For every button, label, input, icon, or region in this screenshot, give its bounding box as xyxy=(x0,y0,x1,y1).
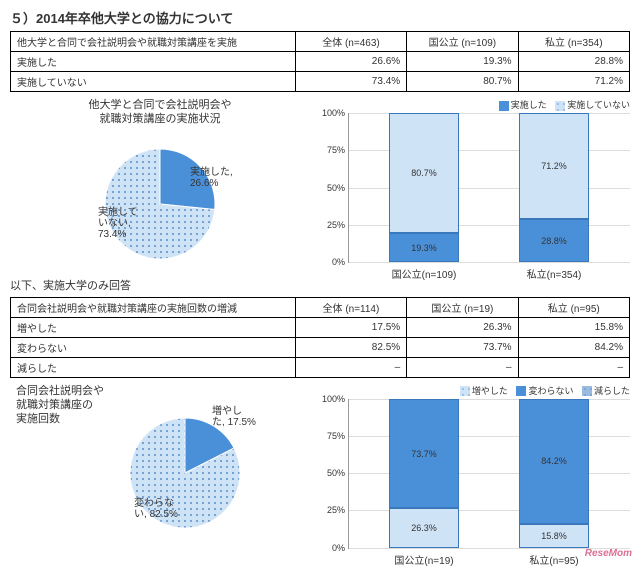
pie1-slice0-label: 実施した,26.6% xyxy=(190,167,233,189)
t2-col0: 全体 (n=114) xyxy=(295,297,406,317)
t2-r2-label: 減らした xyxy=(11,357,296,377)
bar2-leg2: 減らした xyxy=(594,386,630,396)
table-implementation: 他大学と合同で会社説明会や就職対策講座を実施 全体 (n=463) 国公立 (n… xyxy=(10,31,630,92)
t1-r1-v2: 71.2% xyxy=(518,72,629,92)
t2-r1-v1: 73.7% xyxy=(407,337,518,357)
section-title: ５）2014年卒他大学との協力について xyxy=(10,8,630,27)
table-frequency: 合同会社説明会や就職対策講座の実施回数の増減 全体 (n=114) 国公立 (n… xyxy=(10,297,630,378)
t1-col0: 全体 (n=463) xyxy=(295,32,406,52)
bar1-leg0: 実施した xyxy=(511,100,547,110)
bar1-legend: 実施した 実施していない xyxy=(318,98,630,111)
t2-r0-v1: 26.3% xyxy=(407,317,518,337)
t2-col2: 私立 (n=95) xyxy=(518,297,629,317)
bar1-chart: 0%25%50%75%100%19.3%80.7%国公立(n=109)28.8%… xyxy=(348,113,630,263)
pie2-slice0-label: 増やした, 17.5% xyxy=(212,406,256,428)
t2-r0-v0: 17.5% xyxy=(295,317,406,337)
pie1-slice1-label: 実施していない,73.4% xyxy=(98,207,138,240)
t2-r2-v1: – xyxy=(407,357,518,377)
bar2-leg0: 増やした xyxy=(472,386,508,396)
bar1-leg1: 実施していない xyxy=(567,100,630,110)
pie2-t-l3: 実施回数 xyxy=(16,413,60,425)
pie2-chart: 増やした, 17.5% 変わらない, 82.5% xyxy=(110,398,270,538)
pie2-t-l1: 合同会社説明会や xyxy=(16,385,104,397)
t1-r0-v1: 19.3% xyxy=(407,52,518,72)
pie1-title-l1: 他大学と合同で会社説明会や xyxy=(89,99,232,111)
t2-header: 合同会社説明会や就職対策講座の実施回数の増減 xyxy=(11,297,296,317)
t1-col2: 私立 (n=354) xyxy=(518,32,629,52)
pie1-chart: 実施した,26.6% 実施していない,73.4% xyxy=(80,129,240,269)
t1-r0-label: 実施した xyxy=(11,52,296,72)
bar2-leg1: 変わらない xyxy=(528,386,573,396)
watermark: ReseMom xyxy=(585,548,632,559)
t2-r1-v2: 84.2% xyxy=(518,337,629,357)
bar2-legend: 増やした 変わらない 減らした xyxy=(318,384,630,397)
t1-r0-v2: 28.8% xyxy=(518,52,629,72)
pie1-title-l2: 就職対策講座の実施状況 xyxy=(100,113,221,125)
pie2-t-l2: 就職対策講座の xyxy=(16,399,93,411)
t1-header: 他大学と合同で会社説明会や就職対策講座を実施 xyxy=(11,32,296,52)
pie2-slice1-label: 変わらない, 82.5% xyxy=(134,498,178,520)
bar2-chart: 0%25%50%75%100%26.3%73.7%国公立(n=19)15.8%8… xyxy=(348,399,630,549)
t2-r2-v0: – xyxy=(295,357,406,377)
t1-r1-label: 実施していない xyxy=(11,72,296,92)
t2-r0-v2: 15.8% xyxy=(518,317,629,337)
t1-r0-v0: 26.6% xyxy=(295,52,406,72)
t1-col1: 国公立 (n=109) xyxy=(407,32,518,52)
t2-col1: 国公立 (n=19) xyxy=(407,297,518,317)
t2-r1-v0: 82.5% xyxy=(295,337,406,357)
pie1-title: 他大学と合同で会社説明会や 就職対策講座の実施状況 xyxy=(89,98,232,127)
t2-r2-v2: – xyxy=(518,357,629,377)
t1-r1-v0: 73.4% xyxy=(295,72,406,92)
t2-r1-label: 変わらない xyxy=(11,337,296,357)
t2-r0-label: 増やした xyxy=(11,317,296,337)
pie2-title: 合同会社説明会や 就職対策講座の 実施回数 xyxy=(16,384,104,427)
t1-r1-v1: 80.7% xyxy=(407,72,518,92)
